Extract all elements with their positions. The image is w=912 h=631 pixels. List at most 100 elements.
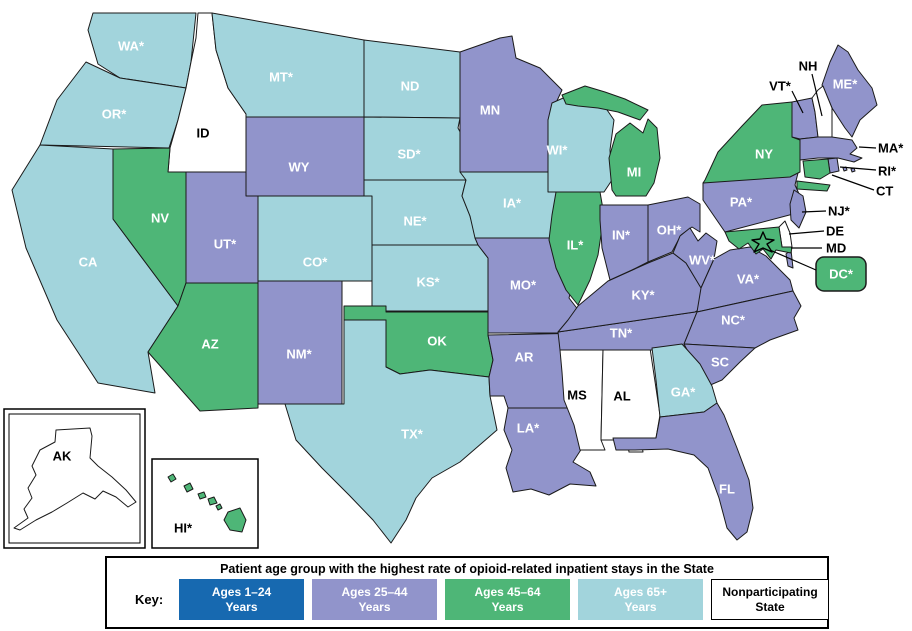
state-label-ct: CT [876,184,893,199]
state-label-ar: AR [515,350,534,365]
state-label-in: IN* [612,228,631,243]
state-label-ri: RI* [878,164,897,179]
key-swatch-label: Ages 65+ [613,584,668,599]
state-label-or: OR* [102,107,128,122]
key-swatch-label: Ages 45–64 [474,584,541,599]
state-label-nm: NM* [286,347,312,362]
state-label-ne: NE* [403,214,427,229]
key-swatch-label: State [755,599,785,614]
state-label-de: DE [826,224,844,239]
leader-line-ct [831,174,875,191]
state-wy [245,116,365,197]
state-label-tx: TX* [401,427,424,442]
state-label-id: ID [197,126,210,141]
state-label-mt: MT* [269,70,294,85]
state-label-va: VA* [737,272,760,287]
state-tx [284,319,498,544]
state-label-ks: KS* [416,275,440,290]
leader-line-vt [791,90,804,114]
state-label-ga: GA* [671,385,697,400]
dc-star-icon [751,231,775,253]
dc-callout-box [815,256,867,292]
key-swatch-ages-25-44: Ages 25–44 Years [312,579,437,620]
key-swatch-label: Nonparticipating [722,584,818,599]
state-hi [207,496,218,506]
leader-line-ri [839,166,877,171]
state-fl [612,402,754,541]
state-label-az: AZ [201,337,218,352]
state-label-vt: VT* [769,79,792,94]
state-label-nj: NJ* [828,204,851,219]
state-label-ak: AK [53,449,72,464]
state-label-wv: WV* [689,253,716,268]
state-ct [802,158,831,180]
state-oh [647,196,701,263]
state-label-co: CO* [303,255,329,270]
key-swatch-ages-65-plus: Ages 65+ Years [578,579,703,620]
state-me [821,44,878,138]
state-label-fl: FL [719,482,735,497]
state-label-ky: KY* [631,288,655,303]
state-label-ok: OK [427,334,447,349]
state-label-nv: NV [151,211,169,226]
state-label-nc: NC* [721,313,746,328]
state-hi [183,482,194,493]
state-label-ca: CA [79,255,98,270]
state-label-la: LA* [517,421,540,436]
key-swatch-label: Ages 25–44 [341,584,408,599]
key-swatch-label: Years [225,599,258,614]
state-label-il: IL* [567,238,585,253]
state-label-wi: WI* [547,143,569,158]
state-ne [363,179,479,246]
state-label-nh: NH [799,59,818,74]
key-swatch-ages-1-24: Ages 1–24 Years [179,579,304,620]
state-label-nd: ND [401,79,420,94]
state-hi [167,473,177,483]
state-label-ia: IA* [503,196,522,211]
leader-line-dc [769,249,817,271]
state-hi [223,507,247,533]
state-mi [561,85,649,121]
state-label-mn: MN [480,103,500,118]
state-label-mi: MI [627,165,641,180]
state-ma [799,136,863,163]
state-label-wa: WA* [118,39,145,54]
state-ak [13,427,137,531]
key-swatch-label: Years [358,599,391,614]
state-label-ma: MA* [878,141,904,156]
leader-line-ma [858,146,877,149]
key-swatch-nonparticipating: Nonparticipating State [711,579,829,620]
legend-box: Patient age group with the highest rate … [105,556,829,629]
state-label-oh: OH* [657,223,683,238]
state-hi [215,503,223,511]
state-label-ut: UT* [214,237,237,252]
state-label-al: AL [613,389,630,404]
leader-line-de [788,230,825,235]
state-nh [811,85,833,138]
legend-title: Patient age group with the highest rate … [220,562,714,576]
state-label-pa: PA* [730,195,753,210]
state-mi [608,118,661,197]
legend-key-row: Key: Ages 1–24 Years Ages 25–44 Years Ag… [107,579,829,620]
state-label-ms: MS [567,388,587,403]
key-swatch-ages-45-64: Ages 45–64 Years [445,579,570,620]
key-swatch-label: Ages 1–24 [211,584,272,599]
state-ny [796,180,831,192]
state-label-tn: TN* [610,326,633,341]
state-label-md: MD [826,241,846,256]
leader-line-nj [801,210,827,213]
state-label-dc: DC* [829,267,854,282]
state-label-wy: WY [289,160,310,175]
state-hi [197,491,207,500]
state-label-hi: HI* [174,521,193,536]
state-nm [257,280,343,405]
key-label: Key: [135,592,164,607]
state-label-mo: MO* [510,278,537,293]
key-swatch-label: Years [624,599,657,614]
state-label-sd: SD* [397,147,421,162]
state-label-ny: NY [755,147,773,162]
state-ny [702,101,801,184]
state-wv [672,227,718,289]
